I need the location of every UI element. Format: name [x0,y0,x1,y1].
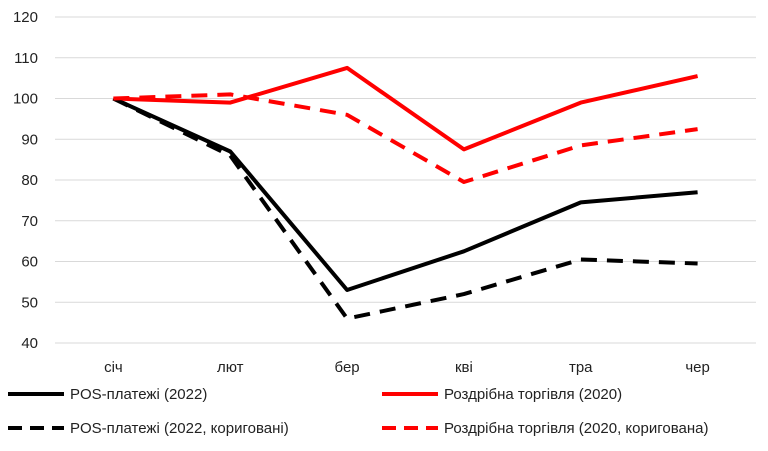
legend-item-retail-2020: Роздрібна торгівля (2020) [382,385,622,403]
y-tick-label: 110 [14,50,38,67]
y-tick-label: 90 [21,131,38,148]
y-tick-label: 50 [21,294,38,311]
legend-swatch [8,392,64,397]
legend-label: Роздрібна торгівля (2020) [444,385,623,403]
legend-item-pos-2022: POS-платежі (2022) [8,385,207,403]
legend-swatch [382,392,438,397]
legend-item-pos-2022-adjusted: POS-платежі (2022, кориговані) [8,419,289,437]
y-tick-label: 60 [21,254,38,271]
legend-label: Роздрібна торгівля (2020, коригована) [444,419,709,437]
legend-label: POS-платежі (2022) [70,385,208,403]
series-line-3 [112,96,698,321]
y-tick-label: 40 [21,335,38,352]
x-tick-label: кві [455,359,473,376]
y-tick-label: 70 [21,213,38,230]
y-axis-tick-labels: 40 50 60 70 80 90 100 110 120 [13,9,38,352]
legend-swatch [382,426,438,431]
y-tick-label: 80 [21,172,38,189]
x-tick-label: тра [569,359,593,376]
legend-label: POS-платежі (2022, кориговані) [70,419,289,437]
series-line-2 [113,65,699,152]
y-tick-label: 120 [13,9,38,26]
x-tick-label: бер [335,359,360,376]
series-line-1 [112,96,698,292]
x-tick-label: лют [217,359,244,376]
x-tick-label: січ [104,359,123,376]
legend-item-retail-2020-adjusted: Роздрібна торгівля (2020, коригована) [382,419,708,437]
series-lines [112,65,699,321]
x-tick-label: чер [685,359,710,376]
x-axis-tick-labels: січ лют бер кві тра чер [104,359,710,376]
y-tick-label: 100 [13,91,38,108]
legend-swatch [8,426,64,431]
gridlines [55,16,756,344]
